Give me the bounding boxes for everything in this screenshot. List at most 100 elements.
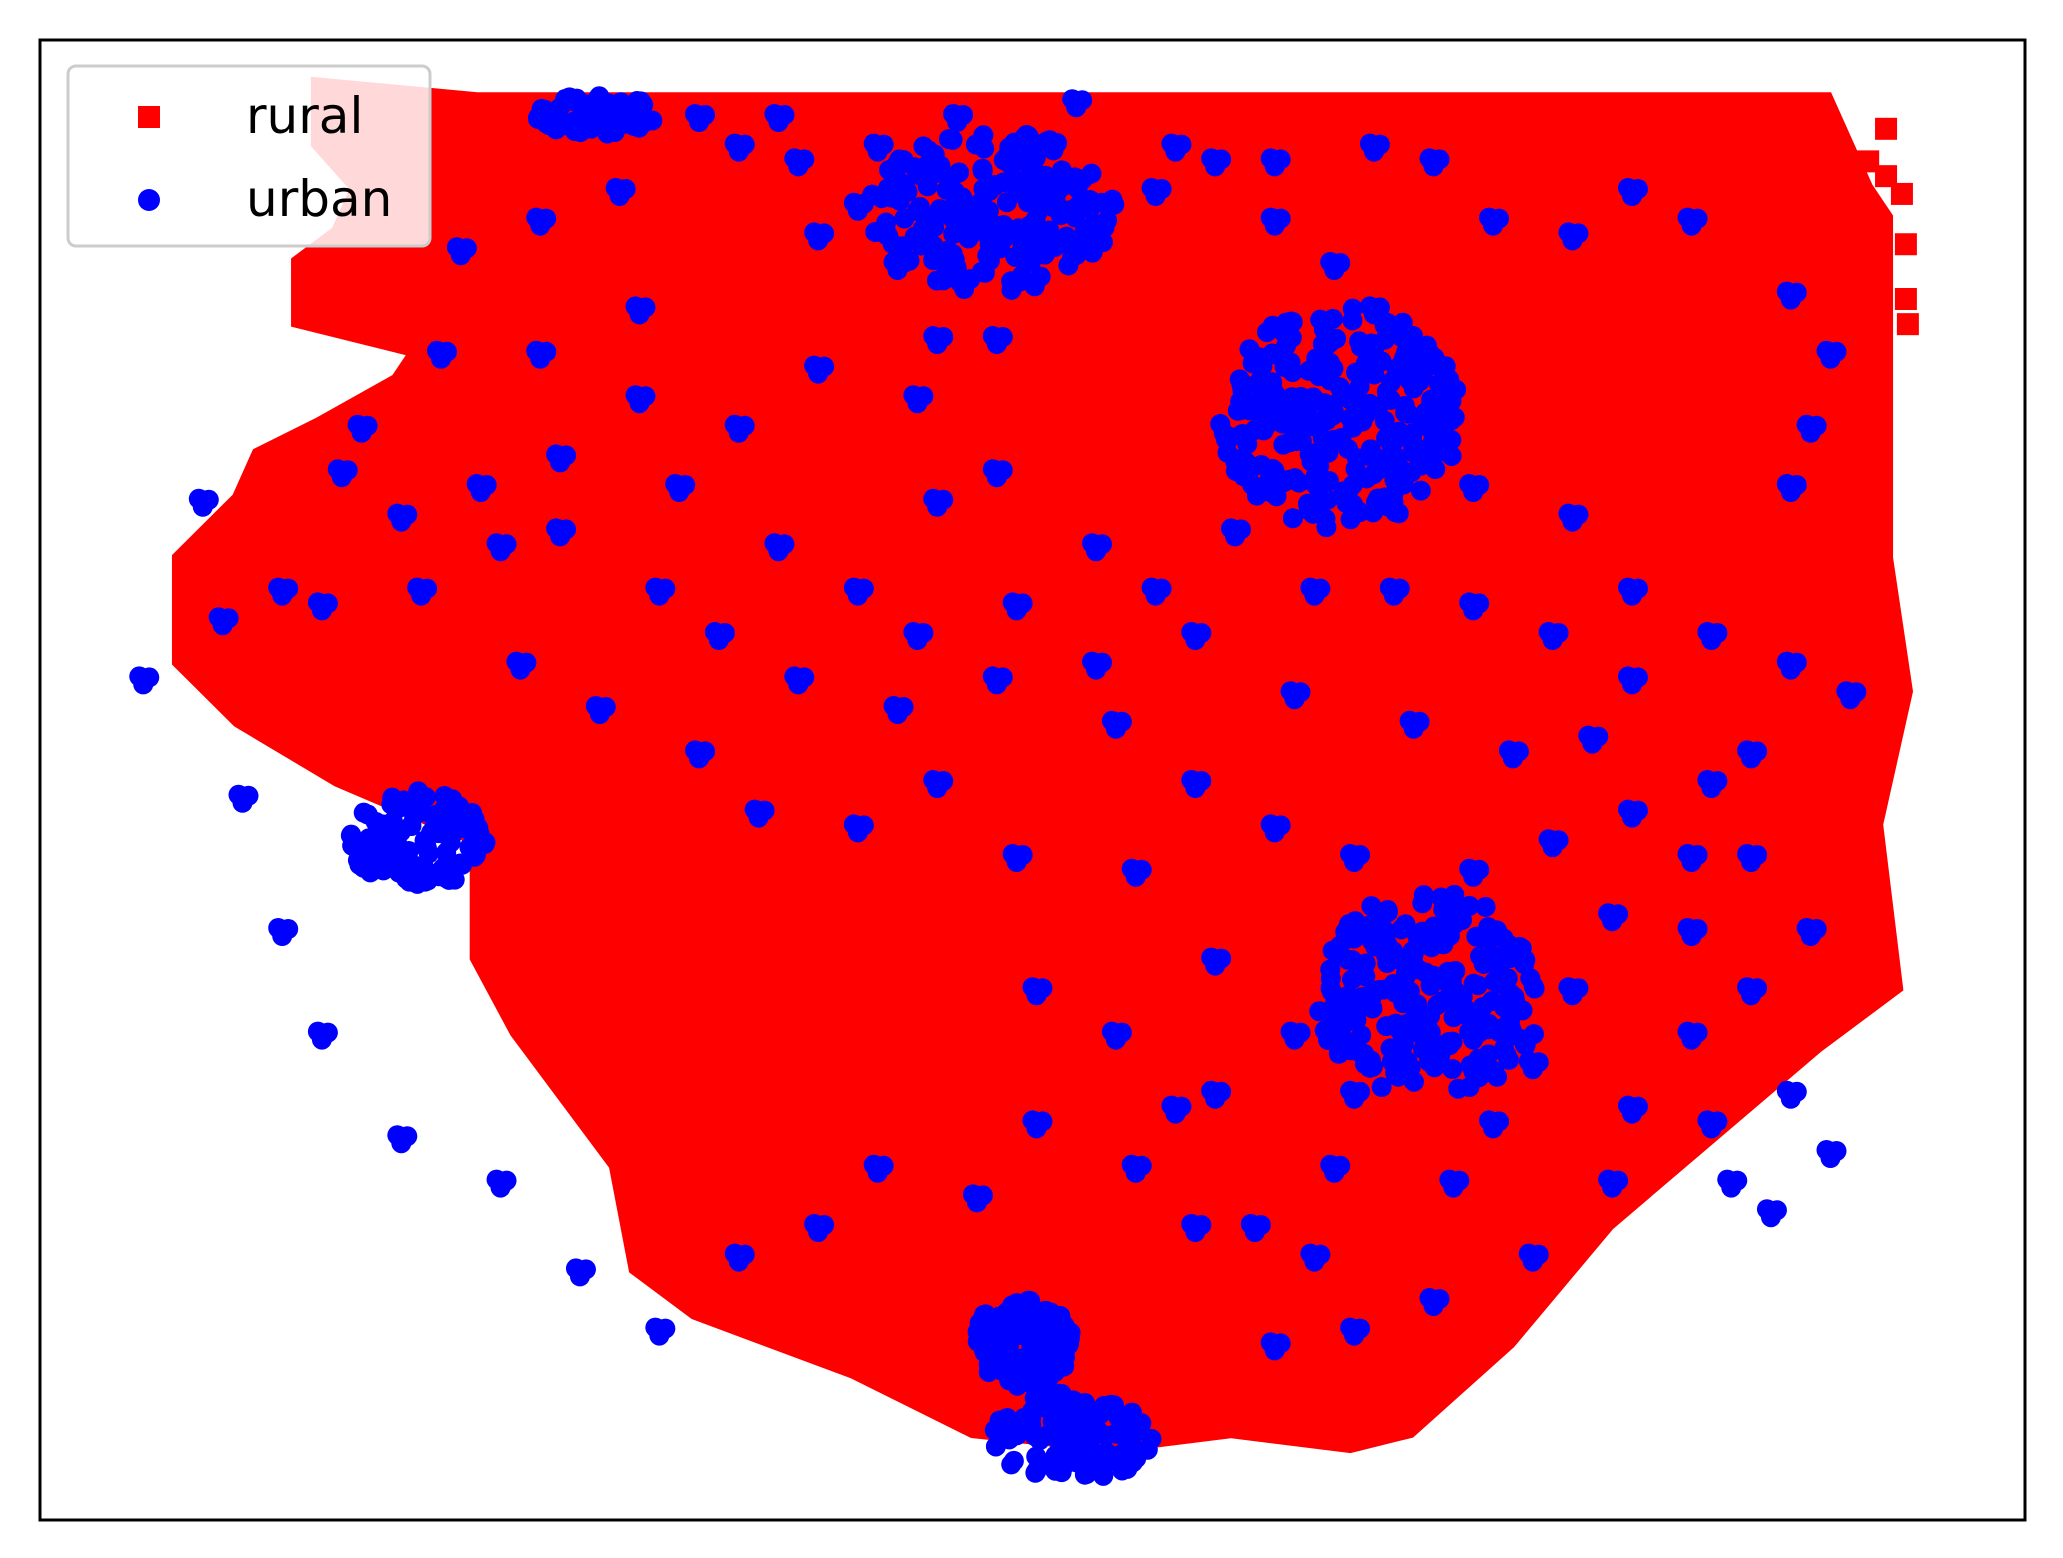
urban-point — [1137, 1439, 1158, 1460]
urban-point — [1185, 630, 1206, 650]
urban-point — [1408, 444, 1429, 465]
urban-point — [1185, 1222, 1206, 1242]
urban-point — [1345, 396, 1366, 417]
urban-point — [1065, 207, 1086, 228]
urban-point — [881, 187, 902, 208]
urban-point — [1442, 1058, 1463, 1079]
urban-point — [1317, 489, 1338, 510]
urban-point — [1276, 335, 1297, 356]
urban-point — [1413, 885, 1434, 906]
urban-point — [924, 208, 945, 229]
urban-point — [490, 1177, 511, 1198]
urban-point — [887, 260, 908, 280]
urban-point — [982, 213, 1003, 234]
urban-point — [1419, 1051, 1440, 1072]
urban-point — [1622, 674, 1642, 695]
urban-point — [1246, 485, 1267, 506]
urban-point — [1407, 994, 1428, 1015]
urban-point — [1266, 486, 1287, 507]
urban-point — [1562, 511, 1583, 532]
urban-point — [1086, 541, 1107, 562]
urban-point — [1364, 342, 1385, 363]
urban-point — [1021, 1415, 1042, 1436]
urban-point — [1562, 230, 1583, 251]
urban-point — [1780, 482, 1801, 502]
urban-point — [1072, 169, 1093, 190]
urban-point — [1493, 1038, 1514, 1059]
urban-point — [847, 585, 868, 606]
urban-point — [1360, 439, 1381, 460]
urban-point — [192, 496, 213, 517]
urban-point — [1025, 147, 1046, 168]
urban-point — [1381, 372, 1402, 393]
urban-point — [1044, 1385, 1065, 1406]
urban-point — [1522, 1059, 1543, 1080]
urban-point — [907, 393, 928, 414]
urban-point — [1251, 369, 1272, 390]
urban-point — [272, 926, 293, 946]
urban-point — [1343, 928, 1364, 949]
urban-point — [951, 200, 972, 221]
urban-point — [1026, 985, 1047, 1006]
urban-point — [1820, 1148, 1841, 1168]
urban-point — [1445, 899, 1466, 920]
urban-point — [1741, 852, 1762, 872]
urban-point — [945, 182, 966, 203]
rural-series — [171, 76, 1919, 1454]
urban-point — [1780, 1088, 1801, 1109]
urban-point — [1416, 335, 1437, 356]
urban-point — [1389, 1020, 1410, 1041]
urban-point — [1681, 852, 1702, 872]
urban-point — [1091, 192, 1112, 213]
urban-point — [1363, 141, 1384, 162]
urban-point — [867, 141, 888, 162]
urban-point — [1322, 940, 1343, 961]
urban-point — [1205, 955, 1226, 976]
urban-point — [1011, 1352, 1032, 1373]
urban-point — [1125, 1162, 1146, 1183]
urban-point — [808, 1222, 829, 1242]
urban-point — [1377, 902, 1398, 923]
urban-point — [1402, 325, 1423, 346]
urban-point — [1009, 1368, 1030, 1389]
urban-point — [212, 615, 233, 636]
urban-point — [1225, 450, 1246, 471]
urban-point — [405, 855, 426, 876]
urban-point — [808, 363, 829, 384]
urban-point — [927, 334, 948, 354]
rural-point — [1894, 288, 1917, 310]
urban-point — [977, 1329, 998, 1350]
urban-point — [965, 134, 986, 155]
urban-point — [1087, 1420, 1108, 1441]
urban-point — [768, 541, 789, 562]
urban-point — [1127, 1420, 1148, 1441]
urban-point — [1346, 953, 1367, 974]
urban-point — [1681, 926, 1702, 946]
urban-point — [1582, 733, 1603, 754]
urban-point — [1037, 131, 1058, 152]
urban-point — [887, 704, 908, 724]
urban-point — [974, 198, 995, 219]
urban-point — [353, 802, 374, 823]
urban-point — [1487, 1066, 1508, 1087]
urban-point — [1780, 659, 1801, 680]
urban-point — [1067, 1413, 1088, 1434]
urban-point — [1324, 1162, 1345, 1183]
urban-point — [1006, 852, 1027, 872]
urban-point — [1021, 238, 1042, 259]
urban-point — [1439, 369, 1460, 390]
urban-point — [808, 230, 829, 251]
urban-point — [311, 600, 332, 621]
urban-point — [391, 511, 412, 532]
urban-point — [1066, 97, 1087, 118]
urban-point — [470, 482, 491, 502]
urban-point — [923, 235, 944, 256]
urban-point — [927, 778, 948, 798]
urban-point — [1423, 1296, 1444, 1316]
urban-point — [1273, 434, 1294, 455]
urban-point — [1386, 949, 1407, 970]
urban-point — [1264, 215, 1285, 236]
urban-point — [406, 796, 427, 817]
urban-point — [1304, 1251, 1325, 1272]
